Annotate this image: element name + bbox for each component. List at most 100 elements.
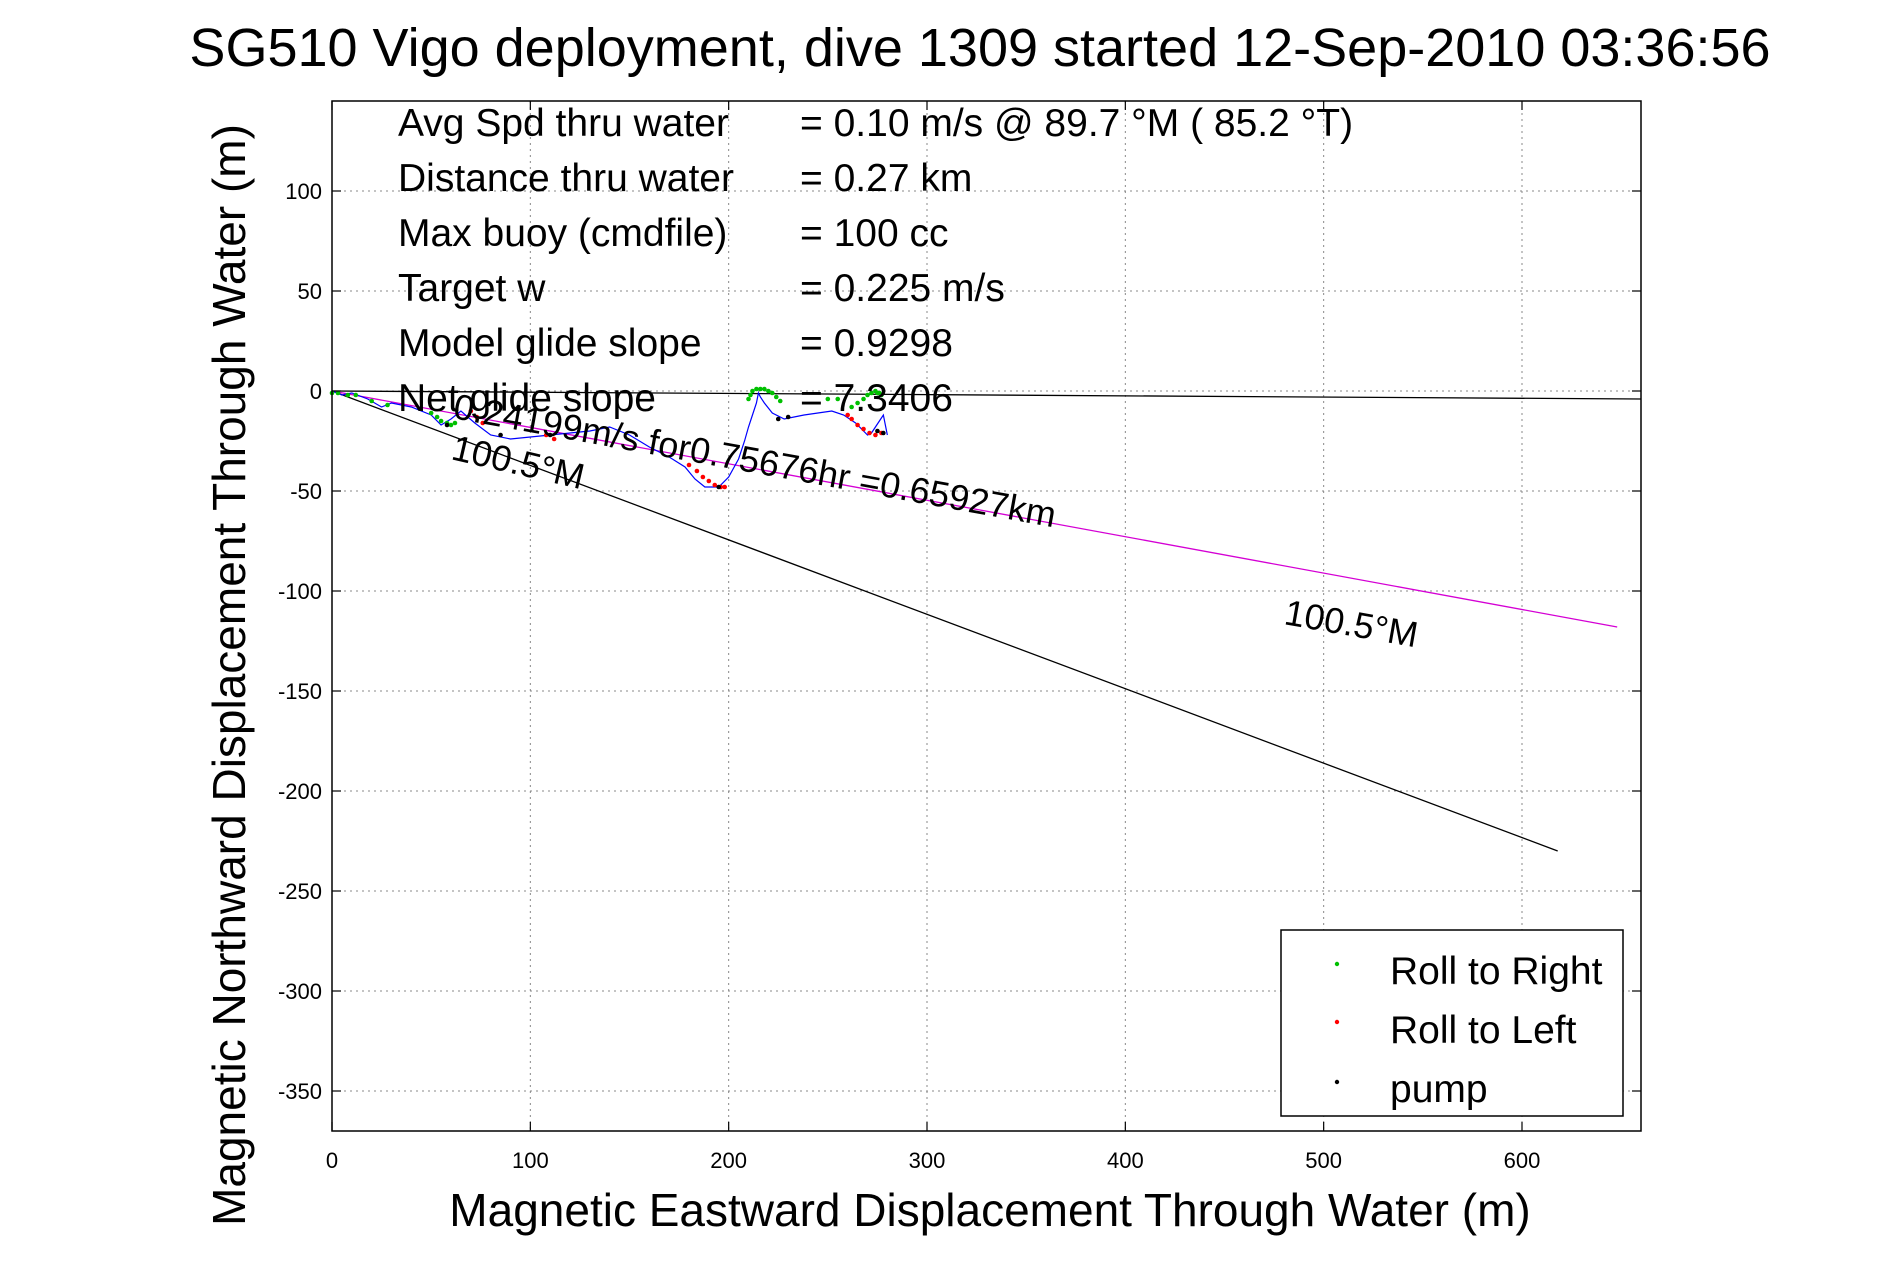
- info-label: Target w: [398, 267, 546, 310]
- data-point: [770, 390, 775, 396]
- data-point: [849, 404, 854, 410]
- data-point: [748, 392, 753, 398]
- reference-lines: [331, 390, 1642, 852]
- data-point: [452, 420, 458, 426]
- y-axis-label: Magnetic Northward Displacement Through …: [203, 124, 255, 1226]
- x-tick-label: 600: [1504, 1148, 1541, 1173]
- data-point: [875, 428, 880, 434]
- data-point: [845, 412, 850, 418]
- y-tick-label: -100: [278, 579, 322, 604]
- data-point: [694, 468, 700, 474]
- reference-line: [331, 390, 1618, 628]
- y-tick-label: -300: [278, 979, 322, 1004]
- data-point: [855, 422, 860, 428]
- info-label: Distance thru water: [398, 157, 734, 200]
- data-point: [865, 392, 870, 398]
- data-point: [825, 396, 831, 402]
- info-value: = 100 cc: [800, 212, 949, 255]
- data-point: [849, 416, 854, 422]
- data-point: [835, 396, 841, 402]
- y-tick-label: -50: [290, 479, 322, 504]
- x-tick-label: 500: [1305, 1148, 1342, 1173]
- y-tick-label: -350: [278, 1079, 322, 1104]
- data-point: [861, 396, 866, 402]
- info-label: Model glide slope: [398, 322, 702, 365]
- info-value: = 0.225 m/s: [800, 267, 1005, 310]
- data-point: [773, 394, 779, 400]
- data-point: [353, 392, 359, 398]
- reference-line: [331, 390, 1642, 400]
- data-point: [873, 432, 878, 438]
- data-point: [551, 436, 557, 442]
- x-axis-label: Magnetic Eastward Displacement Through W…: [449, 1184, 1530, 1236]
- info-label: Max buoy (cmdfile): [398, 212, 727, 255]
- data-point: [706, 478, 712, 484]
- data-point: [547, 432, 553, 438]
- data-point: [722, 484, 727, 490]
- data-point: [498, 432, 503, 438]
- x-tick-label: 400: [1107, 1148, 1144, 1173]
- legend-marker-pump: [1334, 1079, 1340, 1085]
- legend-label: Roll to Left: [1390, 1009, 1577, 1052]
- data-point: [474, 414, 480, 420]
- y-tick-label: -250: [278, 879, 322, 904]
- data-point: [686, 462, 692, 468]
- series-group: [329, 386, 888, 490]
- data-point: [543, 432, 549, 438]
- data-point: [861, 426, 866, 432]
- data-point: [754, 386, 759, 392]
- legend-marker-roll-left: [1334, 1019, 1340, 1025]
- plot-frame: [331, 100, 1642, 1132]
- data-point: [777, 398, 783, 404]
- y-tick-label: 50: [298, 279, 322, 304]
- y-tick-label: 100: [285, 179, 322, 204]
- data-point: [785, 414, 791, 420]
- data-point: [775, 416, 781, 422]
- x-tick-label: 0: [326, 1148, 338, 1173]
- data-point: [448, 422, 454, 428]
- data-point: [881, 430, 886, 436]
- data-point: [369, 398, 374, 404]
- data-point: [762, 386, 767, 392]
- info-block: Avg Spd thru water = 0.10 m/s @ 89.7 °M …: [398, 102, 1353, 420]
- info-value: = 0.10 m/s @ 89.7 °M ( 85.2 °T): [800, 102, 1353, 145]
- y-tick-label: 0: [310, 379, 322, 404]
- legend-marker-roll-right: [1334, 961, 1340, 967]
- data-point: [716, 484, 722, 490]
- data-point: [385, 402, 390, 408]
- data-point: [444, 422, 450, 428]
- tick-marks: [331, 101, 1641, 1131]
- data-point: [746, 396, 751, 402]
- data-point: [867, 430, 872, 436]
- info-value: = 0.9298: [800, 322, 953, 365]
- data-point: [480, 420, 486, 426]
- y-tick-label: -200: [278, 779, 322, 804]
- chart-title: SG510 Vigo deployment, dive 1309 started…: [189, 18, 1770, 78]
- x-tick-labels: 0 100 200 300 400 500 600: [326, 1148, 1540, 1173]
- data-point: [869, 390, 874, 396]
- y-tick-labels: 100 50 0 -50 -100 -150 -200 -250 -300 -350: [278, 179, 322, 1104]
- data-point: [434, 414, 440, 420]
- data-point: [438, 418, 444, 424]
- data-point: [335, 390, 341, 396]
- legend-label: Roll to Right: [1390, 950, 1603, 993]
- x-tick-label: 100: [512, 1148, 549, 1173]
- x-tick-label: 200: [710, 1148, 747, 1173]
- data-point: [428, 410, 434, 416]
- data-point: [758, 386, 763, 392]
- data-point: [468, 408, 474, 414]
- info-value: = 0.27 km: [800, 157, 972, 200]
- info-label: Net glide slope: [398, 377, 656, 420]
- info-label: Avg Spd thru water: [398, 102, 729, 145]
- data-point: [345, 392, 351, 398]
- data-point: [855, 400, 860, 406]
- x-tick-label: 300: [909, 1148, 946, 1173]
- data-point: [766, 388, 771, 394]
- legend-label: pump: [1390, 1068, 1488, 1111]
- legend: Roll to Right Roll to Left pump: [1280, 929, 1624, 1117]
- y-tick-label: -150: [278, 679, 322, 704]
- info-value: = 7.3406: [800, 377, 953, 420]
- track-line: [331, 390, 888, 488]
- data-point: [700, 474, 706, 480]
